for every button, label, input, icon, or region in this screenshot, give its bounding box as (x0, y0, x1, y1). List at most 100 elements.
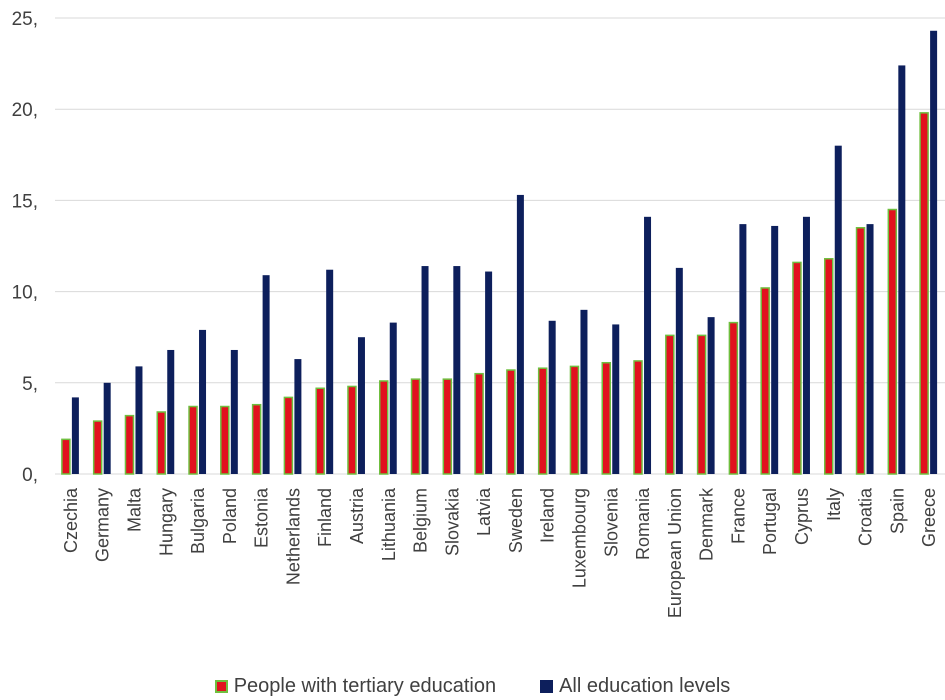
bar-all-levels (930, 30, 938, 474)
bar-tertiary (760, 287, 770, 475)
bar-tertiary (220, 405, 230, 475)
x-category-label: Denmark (697, 487, 717, 561)
x-category-label: Greece (919, 488, 939, 547)
x-category-label: Finland (315, 488, 335, 547)
bar-all-levels (548, 320, 556, 474)
bar-tertiary (315, 387, 325, 475)
x-category-label: Romania (633, 487, 653, 560)
y-axis-tick-labels: 0, 5, 10, 15, 20, 25, (12, 9, 38, 486)
bar-tertiary (919, 112, 929, 475)
bar-all-levels (644, 216, 652, 475)
x-category-label: Luxembourg (569, 488, 589, 588)
bar-tertiary (188, 405, 198, 475)
x-category-label: Cyprus (792, 488, 812, 545)
bar-all-levels (71, 397, 79, 474)
x-category-label: Slovakia (442, 487, 462, 556)
bar-all-levels (294, 359, 302, 474)
bar-all-levels (707, 317, 715, 474)
bar-all-levels (326, 269, 334, 474)
bar-tertiary (665, 334, 675, 475)
bar-tertiary (251, 403, 262, 475)
x-category-label: European Union (665, 488, 685, 618)
bar-tertiary (379, 380, 389, 475)
bar-tertiary (728, 321, 739, 475)
bar-tertiary (410, 378, 421, 475)
bar-all-levels (580, 309, 588, 474)
x-category-label: Poland (220, 488, 240, 544)
bar-tertiary (92, 420, 103, 475)
x-category-label: Portugal (760, 488, 780, 555)
bar-tertiary (569, 365, 580, 475)
x-category-label: Austria (347, 487, 367, 544)
bar-all-levels (389, 322, 397, 474)
bar-all-levels (103, 382, 111, 474)
bar-tertiary (474, 372, 484, 475)
x-category-label: Bulgaria (188, 487, 208, 554)
bar-all-levels (199, 329, 207, 474)
bar-all-levels (516, 194, 524, 475)
x-category-label: Germany (93, 488, 113, 562)
bar-tertiary (601, 361, 611, 475)
bar-tertiary (855, 227, 866, 475)
x-category-label: France (728, 488, 748, 544)
x-category-label: Malta (124, 487, 144, 532)
bar-all-levels (167, 349, 175, 474)
bar-all-levels (262, 275, 270, 474)
x-category-label: Hungary (156, 488, 176, 556)
bar-all-levels (898, 65, 906, 474)
bar-all-levels (421, 266, 429, 474)
bar-all-levels (866, 224, 874, 474)
bar-tertiary (283, 396, 294, 475)
bar-tertiary (442, 378, 453, 475)
legend-item-tertiary: People with tertiary education (214, 674, 497, 698)
x-category-label: Latvia (474, 487, 494, 536)
bar-tertiary (696, 334, 707, 475)
bar-tertiary (792, 261, 802, 475)
x-category-label: Italy (824, 488, 844, 521)
bar-all-levels (834, 145, 842, 474)
bar-tertiary (537, 367, 548, 475)
bar-all-levels (612, 324, 620, 474)
x-axis-category-labels: Czechia Germany Malta Hungary Bulgaria Poland… (61, 487, 939, 618)
bar-all-levels (453, 266, 461, 474)
legend-label-tertiary: People with tertiary education (233, 674, 497, 697)
x-category-label: Belgium (411, 488, 431, 553)
bar-tertiary (887, 208, 898, 475)
y-tick-label: 25, (12, 9, 38, 30)
bar-all-levels (485, 271, 493, 474)
y-tick-label: 15, (12, 191, 38, 212)
bar-all-levels (357, 337, 365, 474)
y-tick-label: 0, (22, 465, 38, 486)
x-category-label: Netherlands (283, 488, 303, 585)
bar-all-levels (739, 224, 747, 474)
bar-all-levels (675, 267, 683, 474)
bar-tertiary (124, 414, 135, 475)
legend-swatch-all-levels (540, 679, 554, 693)
bar-all-levels (135, 366, 143, 474)
bar-all-levels (802, 216, 810, 475)
bar-tertiary (633, 360, 643, 475)
bar-tertiary (506, 369, 516, 475)
y-tick-label: 10, (12, 283, 38, 304)
bar-all-levels (230, 349, 238, 474)
legend-item-all-levels: All education levels (540, 675, 730, 698)
bar-tertiary (61, 438, 71, 475)
x-category-label: Spain (887, 488, 907, 534)
x-category-label: Ireland (538, 488, 558, 543)
gridlines (55, 17, 945, 475)
bar-tertiary (347, 385, 357, 475)
x-category-label: Lithuania (379, 487, 399, 561)
x-category-label: Czechia (61, 487, 81, 553)
y-tick-label: 20, (12, 100, 38, 121)
legend-label-all-levels: All education levels (559, 674, 731, 697)
x-category-label: Estonia (252, 487, 272, 548)
x-category-label: Croatia (856, 487, 876, 546)
bar-all-levels (771, 225, 779, 474)
y-tick-label: 5, (22, 374, 38, 395)
x-category-label: Sweden (506, 488, 526, 553)
bar-tertiary (824, 258, 834, 475)
legend: People with tertiary education All educa… (0, 672, 945, 700)
legend-swatch-tertiary (214, 679, 228, 693)
bars (61, 30, 938, 475)
